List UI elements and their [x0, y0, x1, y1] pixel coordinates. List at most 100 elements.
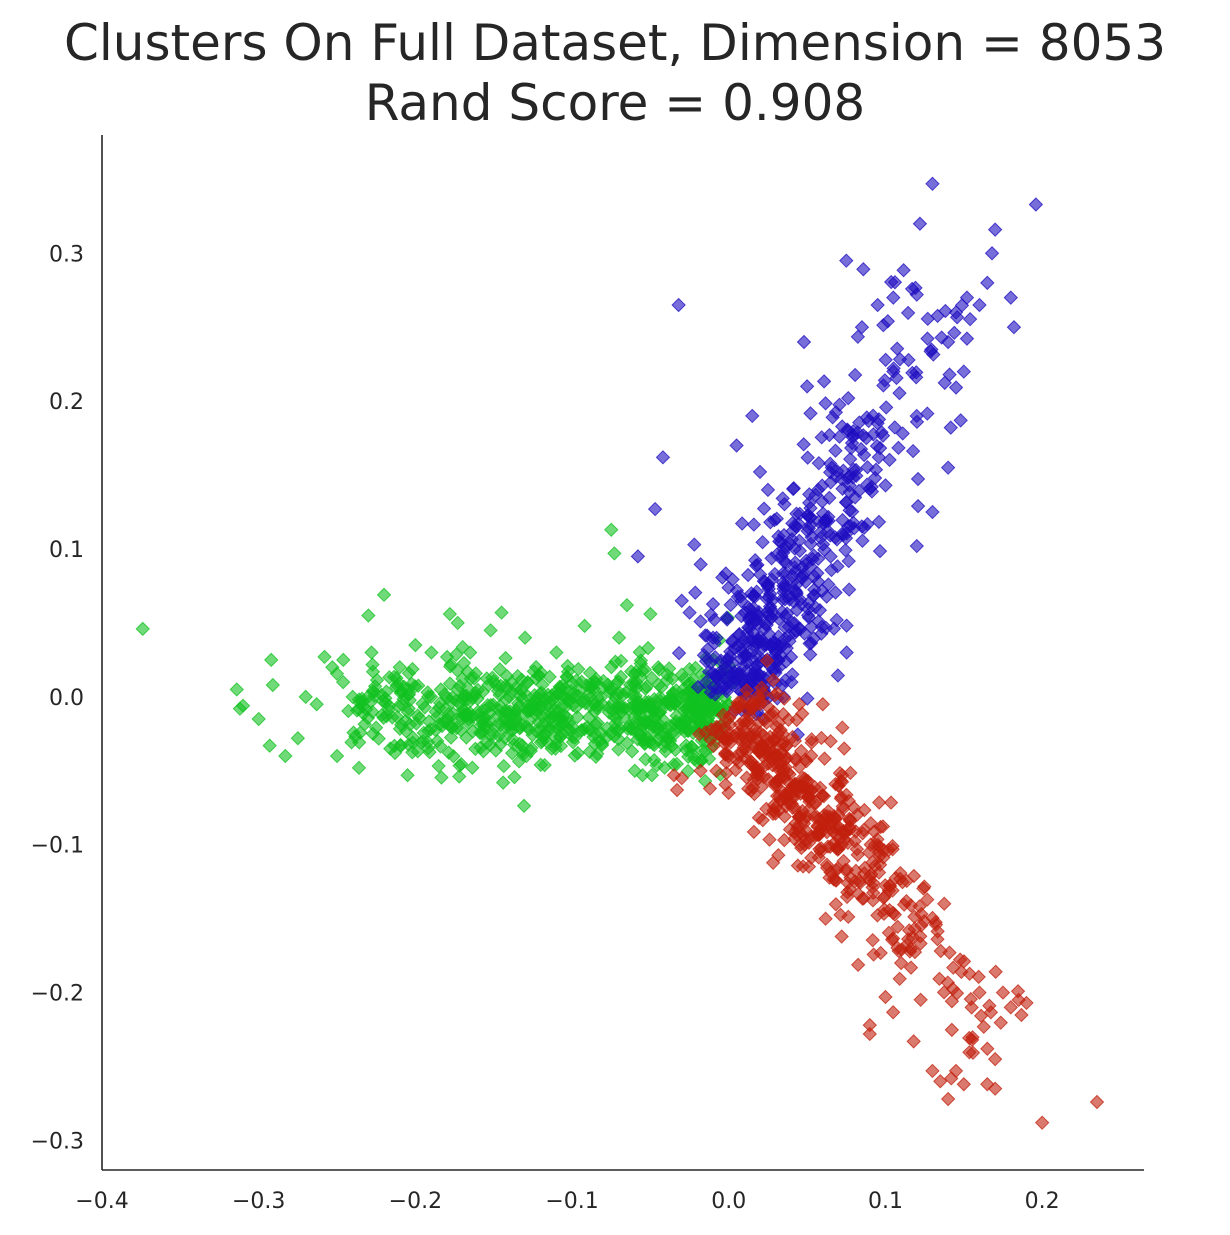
chart-subtitle: Rand Score = 0.908 — [364, 74, 866, 132]
data-point — [836, 741, 852, 756]
data-point — [804, 732, 819, 747]
data-point — [819, 808, 834, 824]
data-point — [709, 763, 724, 779]
series-2 — [666, 653, 1105, 1130]
data-point — [987, 1051, 1003, 1067]
data-point — [808, 795, 823, 810]
data-point — [924, 342, 939, 357]
data-point — [437, 701, 453, 716]
data-point — [877, 902, 892, 917]
data-point — [408, 637, 423, 653]
data-point — [791, 759, 807, 775]
data-point — [987, 222, 1003, 237]
data-point — [948, 380, 964, 395]
data-point — [492, 662, 508, 677]
data-point — [665, 671, 680, 686]
data-point — [563, 683, 579, 699]
data-point — [754, 779, 769, 795]
data-point — [768, 777, 783, 792]
data-point — [549, 645, 564, 660]
data-point — [476, 716, 491, 732]
data-point — [814, 619, 830, 635]
data-point — [633, 656, 648, 671]
data-point — [752, 697, 768, 712]
data-point — [687, 537, 702, 552]
data-point — [335, 674, 351, 690]
data-point — [769, 685, 785, 701]
data-point — [789, 586, 804, 602]
data-point — [351, 760, 367, 776]
data-point — [850, 847, 865, 863]
data-point — [616, 687, 631, 702]
data-point — [599, 730, 614, 745]
data-point — [510, 668, 525, 684]
data-point — [796, 334, 812, 350]
data-point — [764, 610, 780, 625]
data-point — [841, 390, 856, 406]
data-point — [777, 809, 792, 824]
data-point — [638, 752, 653, 767]
data-point — [611, 630, 627, 645]
data-point — [290, 731, 306, 746]
data-point — [878, 352, 893, 368]
data-point — [622, 677, 638, 693]
data-point — [962, 966, 977, 981]
data-point — [348, 729, 363, 744]
data-point — [739, 648, 754, 663]
data-point — [719, 612, 735, 627]
data-point — [1034, 1115, 1050, 1130]
data-point — [800, 508, 816, 524]
data-point — [470, 704, 486, 719]
data-point — [480, 697, 495, 713]
data-point — [909, 287, 925, 302]
data-point — [603, 682, 618, 697]
data-point — [674, 689, 689, 705]
data-point — [649, 758, 664, 773]
data-point — [871, 795, 887, 810]
data-point — [837, 832, 852, 847]
data-point — [753, 744, 769, 759]
data-point — [369, 672, 385, 688]
data-point — [439, 649, 455, 665]
data-point — [881, 925, 897, 941]
data-point — [682, 605, 697, 620]
data-point — [810, 482, 826, 498]
data-point — [658, 743, 673, 759]
data-point — [882, 452, 897, 468]
data-point — [361, 608, 376, 623]
data-point — [885, 883, 900, 898]
data-point — [645, 699, 661, 714]
data-point — [811, 455, 827, 471]
data-point — [938, 303, 953, 319]
data-point — [588, 674, 603, 690]
data-point — [777, 832, 792, 848]
data-point — [450, 615, 465, 631]
data-point — [785, 800, 800, 815]
data-point — [512, 708, 527, 724]
data-point — [800, 691, 815, 706]
data-point — [660, 731, 676, 746]
data-point — [828, 443, 843, 458]
data-point — [862, 1026, 877, 1042]
data-point — [892, 352, 908, 367]
data-point — [536, 729, 551, 745]
data-point — [392, 660, 407, 675]
data-point — [803, 536, 818, 552]
data-point — [329, 748, 345, 764]
data-point — [399, 724, 414, 739]
data-point — [705, 630, 721, 645]
data-point — [984, 246, 1000, 261]
data-point — [956, 364, 972, 379]
data-point — [229, 682, 244, 697]
data-point — [867, 858, 883, 874]
data-point — [839, 253, 854, 268]
data-point — [810, 565, 825, 581]
data-point — [880, 314, 896, 329]
data-point — [441, 745, 456, 760]
data-point — [819, 513, 834, 529]
data-point — [889, 341, 905, 356]
data-point — [817, 751, 832, 766]
data-point — [651, 660, 666, 675]
data-point — [766, 734, 782, 749]
data-point — [376, 587, 392, 603]
